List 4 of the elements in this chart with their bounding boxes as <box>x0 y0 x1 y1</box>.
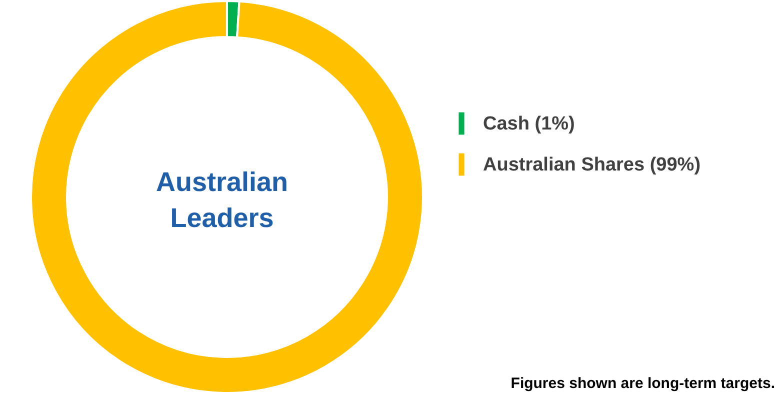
text: Figures shown are long-term targets. <box>510 375 775 392</box>
legend-label: Australian Shares (99%) <box>483 154 701 176</box>
legend-label: Cash (1%) <box>483 114 575 134</box>
text: Australian Leaders <box>156 167 288 233</box>
